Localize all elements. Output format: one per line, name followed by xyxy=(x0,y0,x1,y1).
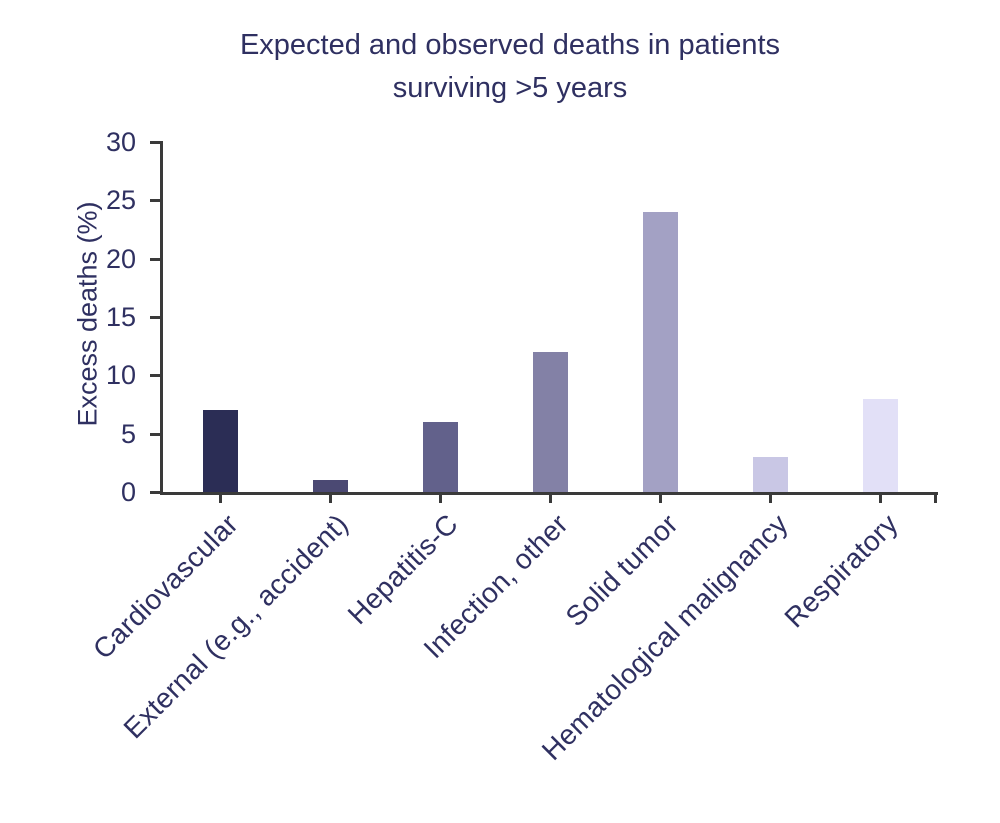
y-tick-label: 30 xyxy=(105,127,136,157)
chart-title-line-1: Expected and observed deaths in patients xyxy=(239,29,781,61)
x-axis-label: External (e.g., accident) xyxy=(117,508,354,745)
y-axis-tick xyxy=(150,316,160,319)
x-axis-tick xyxy=(878,495,882,503)
chart-title: Expected and observed deaths in patients… xyxy=(10,24,1000,110)
x-axis-tick xyxy=(438,495,442,503)
y-tick-label: 25 xyxy=(105,185,136,216)
y-tick-label: 5 xyxy=(120,418,136,449)
y-tick-label: 0 xyxy=(120,477,136,507)
bar-7 xyxy=(862,398,898,492)
x-axis-line xyxy=(160,492,938,495)
y-axis-tick xyxy=(150,432,160,436)
y-tick-label: 15 xyxy=(105,302,136,332)
y-axis-tick xyxy=(150,199,160,203)
bar-4 xyxy=(532,352,568,492)
x-axis-tick xyxy=(328,495,332,503)
x-axis-label: Respiratory xyxy=(778,508,904,634)
y-axis-tick xyxy=(150,257,160,261)
bar-1 xyxy=(202,410,238,492)
y-axis-tick xyxy=(150,141,160,144)
bar-3 xyxy=(422,422,458,492)
y-tick-label: 10 xyxy=(105,360,136,391)
bar-5 xyxy=(642,212,678,492)
y-axis-tick xyxy=(150,491,160,494)
x-axis-tick xyxy=(658,495,662,503)
y-tick-label: 20 xyxy=(105,243,136,274)
y-axis-tick xyxy=(150,374,160,378)
bar-2 xyxy=(312,480,348,492)
bar-6 xyxy=(752,457,788,492)
x-axis-tick xyxy=(548,495,552,503)
x-axis-tick xyxy=(218,495,222,503)
y-axis-line xyxy=(160,141,163,495)
x-axis-tick xyxy=(768,495,772,503)
x-axis-end-tick xyxy=(934,492,937,503)
chart-title-line-2: surviving >5 years xyxy=(392,72,628,104)
